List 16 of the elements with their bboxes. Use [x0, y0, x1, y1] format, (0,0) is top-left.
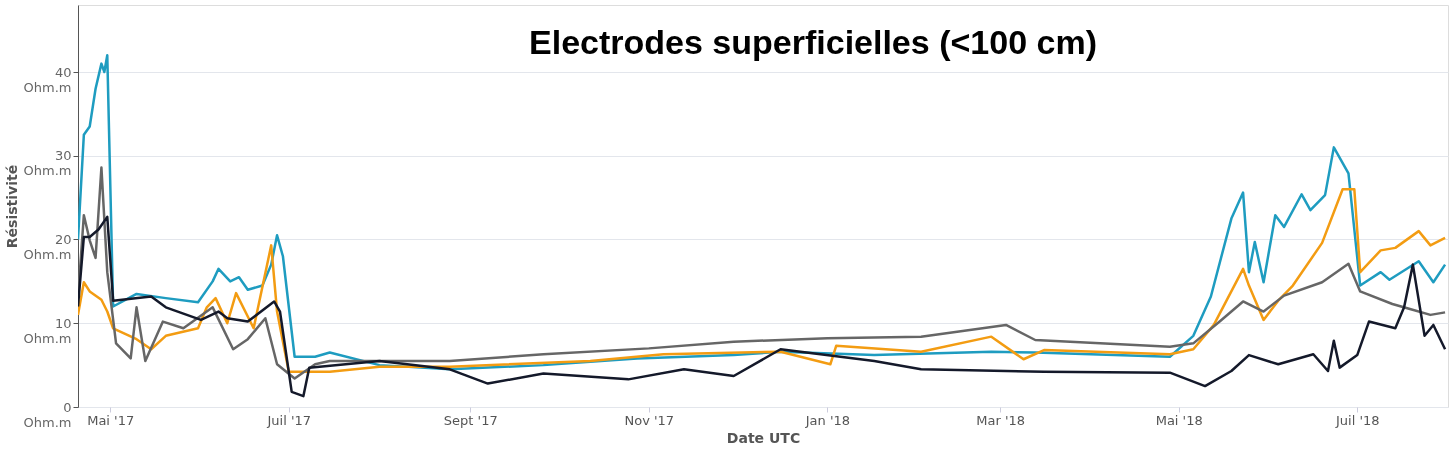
y-axis-title: Résistivité — [3, 164, 20, 249]
x-tick-label: Mai '17 — [87, 412, 135, 428]
x-tick-label: Nov '17 — [624, 412, 675, 428]
y-tick-label: 0 Ohm.m — [23, 399, 72, 430]
x-tick-label: Jan '18 — [804, 412, 851, 428]
y-tick-label: 30 Ohm.m — [23, 148, 72, 179]
y-tick-label: 40 Ohm.m — [23, 64, 72, 95]
x-tick-label: Mai '18 — [1155, 412, 1203, 428]
x-axis-title: Date UTC — [726, 429, 801, 446]
text: Electrodes superficielles (<100 cm) — [529, 23, 1097, 61]
y-tick-label: 20 Ohm.m — [23, 232, 72, 262]
x-tick-label: Juil '18 — [1334, 412, 1380, 428]
x-tick-label: Mar '18 — [976, 412, 1026, 428]
x-tick-label: Juil '17 — [266, 412, 312, 428]
y-tick-label: 10 Ohm.m — [23, 315, 72, 346]
x-tick-label: Sept '17 — [443, 412, 498, 428]
